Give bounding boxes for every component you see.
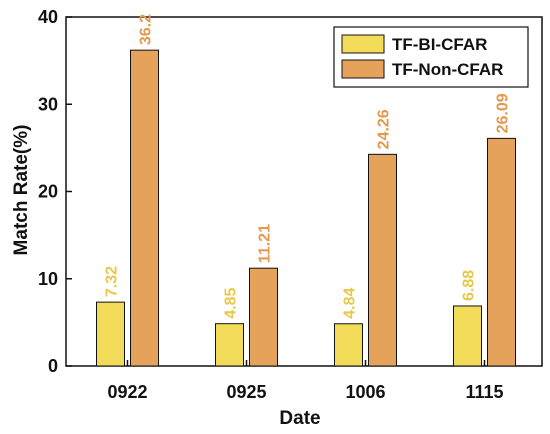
data-label: 36.2 bbox=[138, 14, 155, 45]
y-axis-title: Match Rate(%) bbox=[11, 125, 32, 256]
x-tick-label: 1006 bbox=[345, 382, 385, 402]
x-tick-label: 0925 bbox=[226, 382, 266, 402]
x-tick-label: 0922 bbox=[107, 382, 147, 402]
x-axis-title: Date bbox=[279, 408, 320, 429]
data-label: 4.84 bbox=[342, 288, 359, 319]
bar-tf-bi-cfar-1006 bbox=[334, 323, 363, 367]
bar-tf-bi-cfar-1115 bbox=[453, 305, 482, 367]
y-tick-label: 10 bbox=[38, 269, 58, 289]
y-tick-label: 30 bbox=[38, 94, 58, 114]
data-label: 4.85 bbox=[223, 287, 240, 318]
y-tick-label: 20 bbox=[38, 182, 58, 202]
data-label: 7.32 bbox=[104, 266, 121, 297]
data-label: 11.21 bbox=[257, 224, 274, 263]
legend-swatch bbox=[341, 34, 385, 54]
legend-label: TF-Non-CFAR bbox=[392, 60, 503, 79]
legend: TF-BI-CFAR TF-Non-CFAR bbox=[333, 26, 529, 88]
legend-label: TF-BI-CFAR bbox=[392, 35, 487, 54]
data-label: 26.09 bbox=[495, 93, 512, 133]
bar-tf-bi-cfar-0922 bbox=[96, 301, 125, 367]
y-tick-label: 0 bbox=[48, 356, 58, 376]
bar-tf-bi-cfar-0925 bbox=[215, 323, 244, 367]
legend-swatch bbox=[341, 59, 385, 79]
bar-tf-non-cfar-1006 bbox=[368, 153, 397, 367]
bar-tf-non-cfar-0922 bbox=[130, 49, 159, 367]
bar-tf-non-cfar-0925 bbox=[249, 267, 278, 367]
data-label: 6.88 bbox=[461, 270, 478, 301]
bar-tf-non-cfar-1115 bbox=[487, 137, 516, 367]
x-tick-label: 1115 bbox=[465, 382, 503, 402]
y-tick-label: 40 bbox=[38, 7, 58, 27]
data-label: 24.26 bbox=[376, 109, 393, 149]
plot-area: 0 10 20 30 40 0922 7.32 36.2 0925 4.85 11.21 1006 4.… bbox=[38, 7, 543, 402]
